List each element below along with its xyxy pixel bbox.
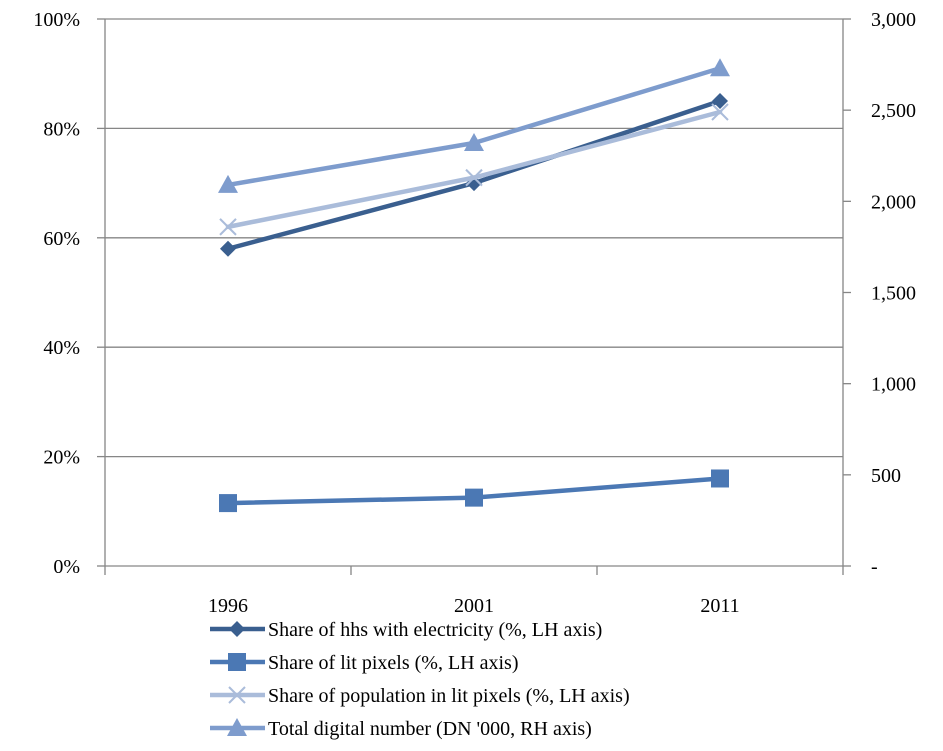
x-tick-label: 1996 (208, 595, 248, 617)
legend-item: Share of hhs with electricity (%, LH axi… (210, 619, 602, 641)
right-tick-label: 2,000 (871, 191, 916, 213)
data-point (218, 174, 238, 193)
data-point (465, 488, 483, 507)
legend-marker (228, 686, 246, 704)
legend-item: Share of population in lit pixels (%, LH… (210, 685, 630, 707)
legend-marker (229, 621, 245, 637)
series-1 (220, 93, 728, 257)
legend-label: Share of lit pixels (%, LH axis) (268, 652, 519, 674)
data-point (710, 58, 730, 77)
gridlines (105, 18, 843, 458)
legend-label: Share of population in lit pixels (%, LH… (268, 685, 630, 707)
x-marker-stroke (228, 686, 246, 704)
left-tick-label: 40% (43, 337, 80, 359)
series-2 (219, 469, 729, 513)
data-point (711, 469, 729, 488)
series-4 (218, 58, 730, 193)
left-tick-label: 100% (33, 9, 80, 31)
x-tick-label: 2011 (700, 595, 739, 617)
legend: Share of hhs with electricity (%, LH axi… (210, 619, 630, 740)
legend-label: Share of hhs with electricity (%, LH axi… (268, 619, 602, 641)
left-axis-ticks: 0% 20% 40% 60% 80% 100% (33, 9, 105, 578)
data-point (712, 93, 728, 110)
right-tick-label: - (871, 556, 878, 578)
right-axis-ticks: - 500 1,000 1,500 2,000 2,500 3,000 (843, 9, 916, 578)
right-tick-label: 1,500 (871, 283, 916, 305)
data-point (219, 494, 237, 513)
legend-item: Share of lit pixels (%, LH axis) (210, 652, 519, 674)
left-tick-label: 80% (43, 118, 80, 140)
right-tick-label: 500 (871, 465, 901, 487)
x-marker-stroke (465, 168, 483, 187)
right-tick-label: 1,000 (871, 374, 916, 396)
series-line (225, 109, 723, 230)
legend-marker (227, 718, 247, 736)
legend-label: Total digital number (DN '000, RH axis) (268, 718, 592, 740)
x-tick-label: 2001 (454, 595, 494, 617)
left-tick-label: 20% (43, 447, 80, 469)
data-point (465, 168, 483, 187)
x-marker-stroke (711, 103, 729, 121)
series-group (218, 58, 730, 513)
x-marker-stroke (219, 218, 237, 236)
data-point (464, 132, 484, 151)
data-point (219, 218, 237, 236)
legend-marker (228, 653, 246, 671)
legend-item: Total digital number (DN '000, RH axis) (210, 718, 592, 740)
right-tick-label: 3,000 (871, 9, 916, 31)
data-point (220, 240, 236, 257)
series-3 (219, 103, 729, 236)
x-axis-ticks: 1996 2001 2011 (104, 566, 844, 617)
axes (104, 19, 844, 567)
data-point (711, 103, 729, 121)
left-tick-label: 60% (43, 228, 80, 250)
series-line (225, 98, 723, 251)
right-tick-label: 2,500 (871, 100, 916, 122)
left-tick-label: 0% (53, 556, 80, 578)
